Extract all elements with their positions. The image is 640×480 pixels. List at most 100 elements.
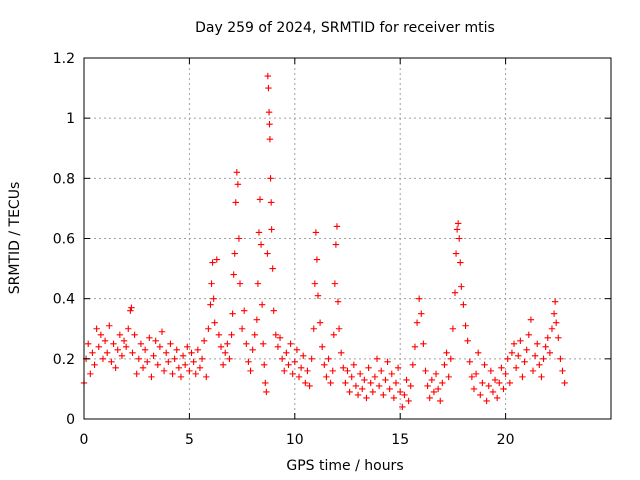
data-point — [259, 340, 267, 347]
data-point — [523, 346, 530, 354]
data-point — [392, 379, 400, 387]
data-point — [487, 367, 495, 375]
data-point — [97, 331, 105, 338]
data-point — [110, 340, 117, 347]
data-point — [337, 349, 345, 357]
data-point — [251, 331, 258, 338]
data-point — [384, 358, 391, 366]
data-point — [555, 334, 562, 341]
data-point — [160, 367, 168, 375]
data-point — [325, 355, 332, 363]
data-point — [449, 325, 457, 332]
data-point — [319, 343, 326, 350]
data-point — [496, 379, 503, 387]
data-point — [146, 334, 153, 341]
x-tick-label: 0 — [80, 432, 89, 448]
data-point — [335, 325, 343, 332]
data-point — [118, 352, 126, 360]
x-axis-label: GPS time / hours — [286, 458, 403, 474]
data-point — [363, 394, 370, 402]
data-point — [517, 337, 524, 344]
data-point — [452, 250, 460, 257]
data-point — [163, 349, 170, 357]
data-point — [559, 367, 566, 375]
x-tick-label: 15 — [391, 432, 409, 448]
data-point — [344, 367, 351, 375]
data-point — [350, 361, 358, 369]
data-point — [348, 373, 355, 381]
data-point — [295, 373, 303, 381]
data-point — [272, 331, 280, 338]
data-point — [175, 364, 183, 372]
data-point — [456, 235, 463, 242]
data-point — [87, 370, 94, 378]
data-point — [418, 310, 425, 317]
data-point — [437, 397, 444, 405]
data-point — [483, 397, 490, 405]
data-point — [401, 391, 408, 399]
data-point — [270, 307, 277, 314]
data-point — [230, 271, 237, 278]
data-point — [333, 223, 341, 230]
data-point — [116, 331, 124, 338]
data-point — [477, 391, 484, 399]
data-point — [210, 295, 217, 302]
data-point — [120, 337, 128, 344]
data-point — [253, 316, 261, 323]
data-point — [441, 361, 448, 369]
data-point — [316, 319, 324, 326]
data-point — [181, 361, 189, 369]
data-point — [430, 388, 438, 396]
data-point — [321, 361, 328, 369]
data-point — [128, 304, 135, 311]
data-point — [519, 373, 526, 381]
data-point — [233, 169, 241, 176]
data-point — [413, 319, 421, 326]
y-tick-label: 0 — [66, 412, 75, 428]
data-point — [85, 340, 92, 347]
data-point — [327, 379, 334, 387]
data-point — [434, 385, 442, 393]
data-point — [217, 343, 225, 350]
data-point — [306, 382, 313, 390]
data-point — [371, 373, 379, 381]
data-point — [432, 370, 440, 378]
data-point — [293, 346, 301, 354]
data-point — [332, 241, 340, 248]
data-point — [365, 364, 372, 372]
data-point — [544, 334, 551, 341]
data-point — [356, 370, 364, 378]
data-point — [340, 364, 347, 372]
data-point — [443, 349, 450, 357]
data-point — [529, 367, 537, 375]
data-point — [426, 394, 433, 402]
data-point — [95, 343, 102, 350]
data-point — [297, 364, 305, 372]
data-point — [144, 358, 151, 366]
data-point — [422, 367, 429, 375]
data-point — [213, 256, 221, 263]
data-point — [508, 349, 516, 357]
data-point — [276, 334, 284, 341]
data-point — [329, 367, 336, 375]
data-point — [510, 340, 518, 347]
data-point — [89, 349, 96, 357]
data-point — [375, 382, 383, 390]
data-point — [257, 241, 265, 248]
data-point — [378, 367, 385, 375]
data-point — [472, 370, 480, 378]
data-point — [415, 295, 423, 302]
data-point — [156, 343, 164, 350]
data-point — [289, 370, 296, 378]
data-point — [265, 84, 272, 92]
data-point — [304, 367, 311, 375]
data-point — [135, 355, 143, 363]
data-point — [394, 364, 402, 372]
data-point — [512, 364, 520, 372]
data-point — [205, 325, 212, 332]
data-point — [229, 310, 236, 317]
data-point — [152, 337, 159, 344]
data-point — [359, 385, 366, 393]
data-point — [167, 340, 174, 347]
data-points — [80, 72, 568, 411]
